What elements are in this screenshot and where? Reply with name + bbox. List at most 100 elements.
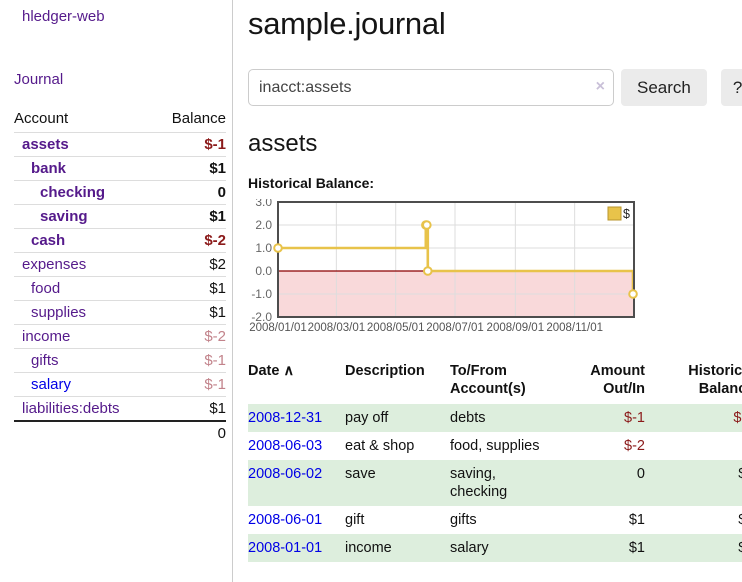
account-row: expenses $2 [14,252,226,277]
transaction-row: 2008-06-02 save saving, checking 0$2 [248,460,742,506]
search-button[interactable]: Search [621,69,707,106]
transaction-description: gift [345,512,365,528]
transaction-amount: 0 [636,466,645,482]
transaction-accounts: gifts [450,512,477,528]
accounts-header-balance: Balance [171,110,226,127]
svg-text:-2.0: -2.0 [251,310,272,324]
transaction-description: income [345,540,392,556]
account-row: saving $1 [14,204,226,229]
svg-text:1.0: 1.0 [255,241,272,255]
transaction-amount: $-1 [624,410,645,426]
transaction-date: 2008-01-01 [248,534,345,562]
svg-text:-1.0: -1.0 [251,287,272,301]
account-row: income $-2 [14,324,226,349]
transaction-date-link[interactable]: 2008-06-02 [248,466,323,482]
account-balance: $1 [154,300,226,325]
transaction-amount: $1 [628,512,645,528]
account-row: bank $1 [14,156,226,181]
search-input[interactable] [248,69,614,106]
account-heading: assets [248,130,318,157]
svg-text:2008/01/01: 2008/01/01 [249,322,307,334]
svg-text:0.0: 0.0 [255,264,272,278]
sidebar-item-journal[interactable]: Journal [14,71,64,88]
register-table: Date ∧ Description To/From Account(s) Am… [248,360,742,562]
account-row: liabilities:debts $1 [14,396,226,421]
account-link-expenses[interactable]: expenses [22,256,87,273]
register-header-description: Description [345,363,425,379]
account-link-food[interactable]: food [31,280,61,297]
chart-title: Historical Balance: [248,175,375,191]
accounts-header-account: Account [14,110,69,127]
help-button[interactable]: ? [720,69,742,106]
transaction-row: 2008-06-01 gift gifts $1$2 [248,506,742,534]
transaction-accounts: saving, checking [450,466,508,500]
transaction-date-link[interactable]: 2008-06-03 [248,438,323,454]
register-header-date[interactable]: Date ∧ [248,363,295,379]
account-link-gifts[interactable]: gifts [31,352,59,369]
account-balance: $-1 [154,132,226,157]
transaction-description: pay off [345,410,389,426]
account-row: gifts $-1 [14,348,226,373]
accounts-total-value: 0 [154,420,226,445]
transaction-amount: $-2 [624,438,645,454]
transaction-balance: $-1 [733,410,742,426]
transaction-accounts: salary [450,540,489,556]
account-balance: $-1 [154,372,226,397]
account-link-assets[interactable]: assets [22,136,69,153]
main-panel: sample.journal × Search ? assets Histori… [233,0,742,582]
transaction-date: 2008-06-02 [248,460,345,506]
search-box: × [248,69,614,106]
transaction-date: 2008-12-31 [248,404,345,432]
account-link-cash[interactable]: cash [31,232,66,249]
transaction-description: save [345,466,376,482]
account-link-liabilities:debts[interactable]: liabilities:debts [22,400,120,417]
transaction-balance: 0 [645,432,742,460]
account-balance: $-1 [154,348,226,373]
svg-text:2008/07/01: 2008/07/01 [426,322,484,334]
account-link-income[interactable]: income [22,328,71,345]
page-title: sample.journal [248,6,446,41]
transaction-date-link[interactable]: 2008-01-01 [248,540,323,556]
svg-text:2.0: 2.0 [255,218,272,232]
sort-asc-icon: ∧ [283,363,295,379]
account-link-saving[interactable]: saving [40,208,88,225]
transaction-accounts: debts [450,410,486,426]
account-row: food $1 [14,276,226,301]
search-bar: × Search ? [248,69,742,106]
transaction-row: 2008-01-01 income salary $1$1 [248,534,742,562]
register-header-balance: Historical Balance [688,363,742,397]
register-header-row: Date ∧ Description To/From Account(s) Am… [248,360,742,404]
brand-link[interactable]: hledger-web [22,8,105,25]
account-balance: $2 [154,252,226,277]
accounts-header-row: Account Balance [14,108,226,133]
svg-text:2008/03/01: 2008/03/01 [308,322,366,334]
transaction-balance: $1 [645,534,742,562]
transaction-date: 2008-06-03 [248,432,345,460]
transaction-date: 2008-06-01 [248,506,345,534]
transaction-row: 2008-12-31 pay off debts $-1 $-1 [248,404,742,432]
transaction-balance: $2 [645,460,742,506]
account-link-bank[interactable]: bank [31,160,67,177]
transaction-date-link[interactable]: 2008-12-31 [248,410,323,426]
account-row: assets $-1 [14,132,226,157]
account-balance: $1 [154,156,226,181]
account-row: supplies $1 [14,300,226,325]
account-balance: $1 [154,276,226,301]
chart-legend-label: $ [623,207,630,221]
register-header-tofrom: To/From Account(s) [450,363,526,397]
account-link-checking[interactable]: checking [40,184,106,201]
register-header-amount: Amount Out/In [590,363,645,397]
transaction-description: eat & shop [345,438,415,454]
transaction-amount: $1 [628,540,645,556]
svg-text:3.0: 3.0 [255,199,272,209]
transaction-date-link[interactable]: 2008-06-01 [248,512,323,528]
account-link-salary[interactable]: salary [31,376,72,393]
clear-search-icon[interactable]: × [595,78,605,95]
account-row: salary $-1 [14,372,226,397]
accounts-table: Account Balance assets $-1 bank $1 checking 0… [14,108,226,445]
transaction-accounts: food, supplies [450,438,540,454]
account-link-supplies[interactable]: supplies [31,304,87,321]
account-row: cash $-2 [14,228,226,253]
transaction-balance: $2 [645,506,742,534]
